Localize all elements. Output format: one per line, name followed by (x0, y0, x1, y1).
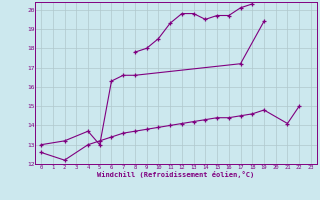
X-axis label: Windchill (Refroidissement éolien,°C): Windchill (Refroidissement éolien,°C) (97, 171, 255, 178)
